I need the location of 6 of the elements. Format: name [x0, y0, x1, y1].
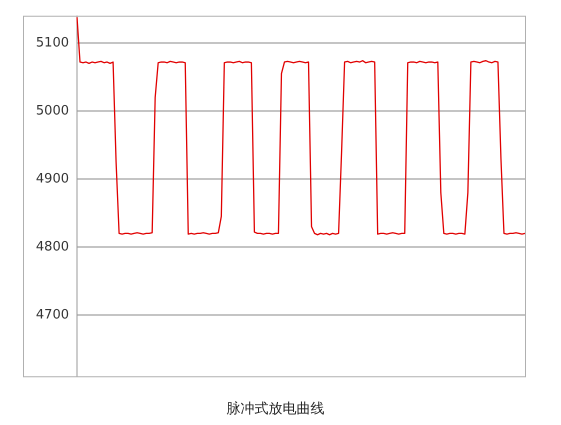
y-tick-label: 4900 — [36, 171, 69, 186]
y-tick-label: 4800 — [36, 239, 69, 254]
y-tick-label: 5000 — [36, 103, 69, 118]
y-tick-label: 4700 — [36, 307, 69, 322]
text: 脉冲式放电曲线 — [226, 400, 326, 418]
y-tick-label: 5100 — [36, 35, 69, 50]
